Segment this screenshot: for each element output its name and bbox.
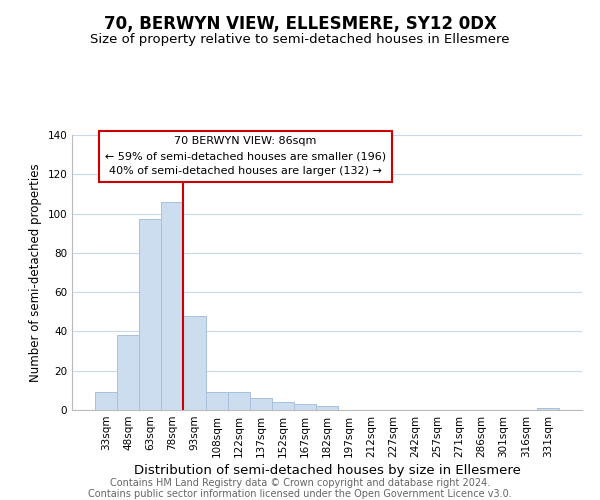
- Text: Contains HM Land Registry data © Crown copyright and database right 2024.: Contains HM Land Registry data © Crown c…: [110, 478, 490, 488]
- Bar: [316, 406, 338, 410]
- Text: 70 BERWYN VIEW: 86sqm
← 59% of semi-detached houses are smaller (196)
40% of sem: 70 BERWYN VIEW: 86sqm ← 59% of semi-deta…: [105, 136, 386, 176]
- Bar: [227, 392, 250, 410]
- Bar: [206, 392, 227, 410]
- Bar: [117, 336, 139, 410]
- Y-axis label: Number of semi-detached properties: Number of semi-detached properties: [29, 163, 42, 382]
- Bar: [139, 220, 161, 410]
- Text: Size of property relative to semi-detached houses in Ellesmere: Size of property relative to semi-detach…: [90, 32, 510, 46]
- Bar: [272, 402, 294, 410]
- Bar: [161, 202, 184, 410]
- Bar: [294, 404, 316, 410]
- Text: 70, BERWYN VIEW, ELLESMERE, SY12 0DX: 70, BERWYN VIEW, ELLESMERE, SY12 0DX: [104, 15, 496, 33]
- Text: Contains public sector information licensed under the Open Government Licence v3: Contains public sector information licen…: [88, 489, 512, 499]
- X-axis label: Distribution of semi-detached houses by size in Ellesmere: Distribution of semi-detached houses by …: [134, 464, 520, 477]
- Bar: [95, 392, 117, 410]
- Bar: [250, 398, 272, 410]
- Bar: [537, 408, 559, 410]
- Bar: [184, 316, 206, 410]
